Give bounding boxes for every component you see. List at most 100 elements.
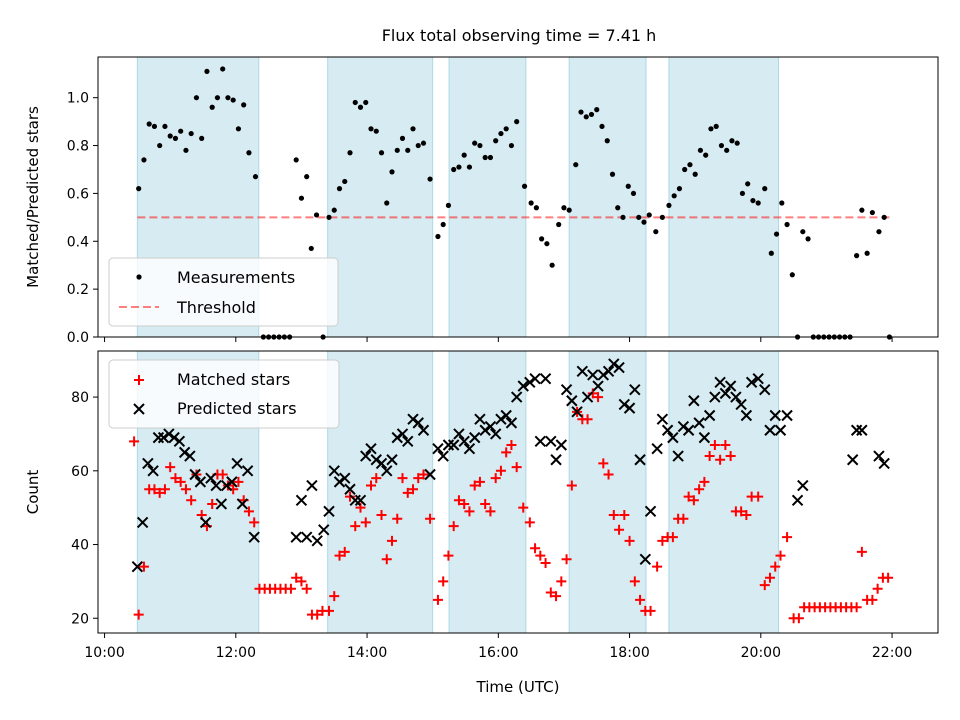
measurement-point bbox=[779, 200, 785, 206]
predicted-star-point bbox=[661, 424, 674, 436]
measurement-point bbox=[352, 99, 358, 106]
matched-star-point bbox=[645, 605, 656, 616]
predicted-star-point bbox=[797, 479, 809, 492]
matched-star-point bbox=[614, 524, 625, 535]
matched-star-point bbox=[715, 454, 726, 465]
measurement-point bbox=[410, 126, 416, 132]
predicted-star-point bbox=[703, 409, 716, 422]
measurement-point bbox=[304, 174, 310, 180]
matched-star-point bbox=[474, 476, 485, 487]
predicted-star-point bbox=[157, 431, 170, 444]
predicted-star-point bbox=[623, 402, 636, 414]
measurement-point bbox=[331, 207, 337, 213]
predicted-star-point bbox=[412, 417, 424, 429]
matched-star-point bbox=[603, 469, 614, 480]
measurement-point bbox=[713, 123, 719, 130]
predicted-star-point bbox=[878, 457, 890, 470]
predicted-star-point bbox=[205, 472, 217, 484]
matched-star-point bbox=[775, 550, 786, 561]
measurement-point bbox=[477, 142, 483, 149]
measurement-point bbox=[676, 186, 683, 192]
predicted-star-point bbox=[529, 372, 541, 385]
matched-star-point bbox=[312, 609, 323, 620]
predicted-star-point bbox=[873, 450, 885, 462]
y-tick-label: 0.4 bbox=[67, 234, 89, 250]
measurement-point bbox=[533, 205, 539, 211]
measurement-point bbox=[193, 95, 200, 101]
predicted-star-point bbox=[142, 457, 154, 470]
measurement-point bbox=[394, 147, 400, 153]
measurement-point bbox=[456, 164, 462, 170]
measurement-point bbox=[666, 202, 672, 208]
measurement-point bbox=[225, 95, 231, 101]
measurement-point bbox=[220, 66, 226, 72]
measurement-point bbox=[615, 205, 621, 211]
predicted-star-point bbox=[719, 387, 732, 400]
predicted-star-point bbox=[168, 431, 180, 444]
matched-star-point bbox=[545, 587, 556, 598]
measurement-point bbox=[199, 135, 205, 141]
measurement-point bbox=[636, 214, 642, 220]
predicted-star-point bbox=[587, 369, 599, 381]
matched-star-point bbox=[490, 473, 501, 484]
predicted-star-point bbox=[323, 505, 335, 518]
matched-star-point bbox=[699, 476, 710, 487]
y-tick-label: 0.6 bbox=[67, 186, 89, 202]
measurement-point bbox=[620, 214, 626, 220]
predicted-star-point bbox=[791, 494, 804, 507]
matched-star-point bbox=[243, 506, 254, 517]
measurement-point bbox=[167, 133, 173, 139]
count-panel: 20 40 60 80 10:00 12:00 14:00 16:00 18:00 20:00 22… bbox=[24, 350, 939, 696]
predicted-star-point bbox=[651, 442, 663, 455]
matched-star-point bbox=[443, 550, 454, 561]
measurement-point bbox=[583, 114, 589, 120]
predicted-star-point bbox=[458, 435, 470, 448]
measurement-point bbox=[313, 212, 320, 218]
measurement-point bbox=[604, 138, 610, 144]
measurement-point bbox=[157, 142, 163, 149]
legend-matched-marker bbox=[134, 375, 144, 385]
x-axis-label: Time (UTC) bbox=[476, 678, 560, 696]
measurement-point bbox=[487, 154, 494, 161]
measurement-point bbox=[784, 221, 790, 228]
measurement-point bbox=[750, 197, 756, 204]
matched-star-point bbox=[217, 469, 228, 480]
predicted-star-point bbox=[644, 505, 657, 518]
measurement-point bbox=[308, 245, 314, 252]
measurement-point bbox=[514, 119, 520, 125]
measurement-point bbox=[762, 186, 768, 192]
predicted-star-point bbox=[468, 431, 481, 444]
predicted-star-point bbox=[220, 479, 233, 492]
legend-box bbox=[108, 257, 339, 327]
measurement-point bbox=[869, 209, 875, 216]
measurement-point bbox=[594, 107, 600, 113]
measurement-point bbox=[342, 178, 348, 185]
matched-star-point bbox=[249, 517, 260, 528]
matched-star-point bbox=[413, 473, 424, 484]
measurement-point bbox=[363, 99, 369, 106]
predicted-star-point bbox=[682, 424, 695, 436]
predicted-star-point bbox=[226, 476, 238, 488]
chart-title: Flux total observing time = 7.41 h bbox=[382, 26, 657, 45]
predicted-star-point bbox=[688, 395, 700, 407]
x-tick-label: 16:00 bbox=[478, 645, 518, 661]
measurement-point bbox=[246, 150, 252, 156]
matched-star-point bbox=[480, 498, 491, 509]
matched-star-point bbox=[793, 613, 804, 624]
matched-star-point bbox=[540, 557, 551, 568]
measurement-point bbox=[466, 164, 473, 170]
matched-star-point bbox=[366, 480, 376, 491]
predicted-star-point bbox=[693, 417, 705, 429]
measurement-point bbox=[682, 166, 688, 173]
predicted-star-point bbox=[290, 531, 302, 543]
measurement-point bbox=[646, 212, 652, 218]
predicted-star-point bbox=[131, 560, 144, 573]
matched-star-point bbox=[598, 458, 609, 469]
matched-star-point bbox=[371, 473, 382, 484]
measurement-point bbox=[687, 162, 693, 168]
measurement-point bbox=[298, 195, 305, 201]
matched-star-point bbox=[448, 521, 459, 532]
matched-star-point bbox=[296, 576, 307, 587]
measurement-point bbox=[641, 219, 647, 225]
y-tick-label: 1.0 bbox=[67, 91, 89, 107]
